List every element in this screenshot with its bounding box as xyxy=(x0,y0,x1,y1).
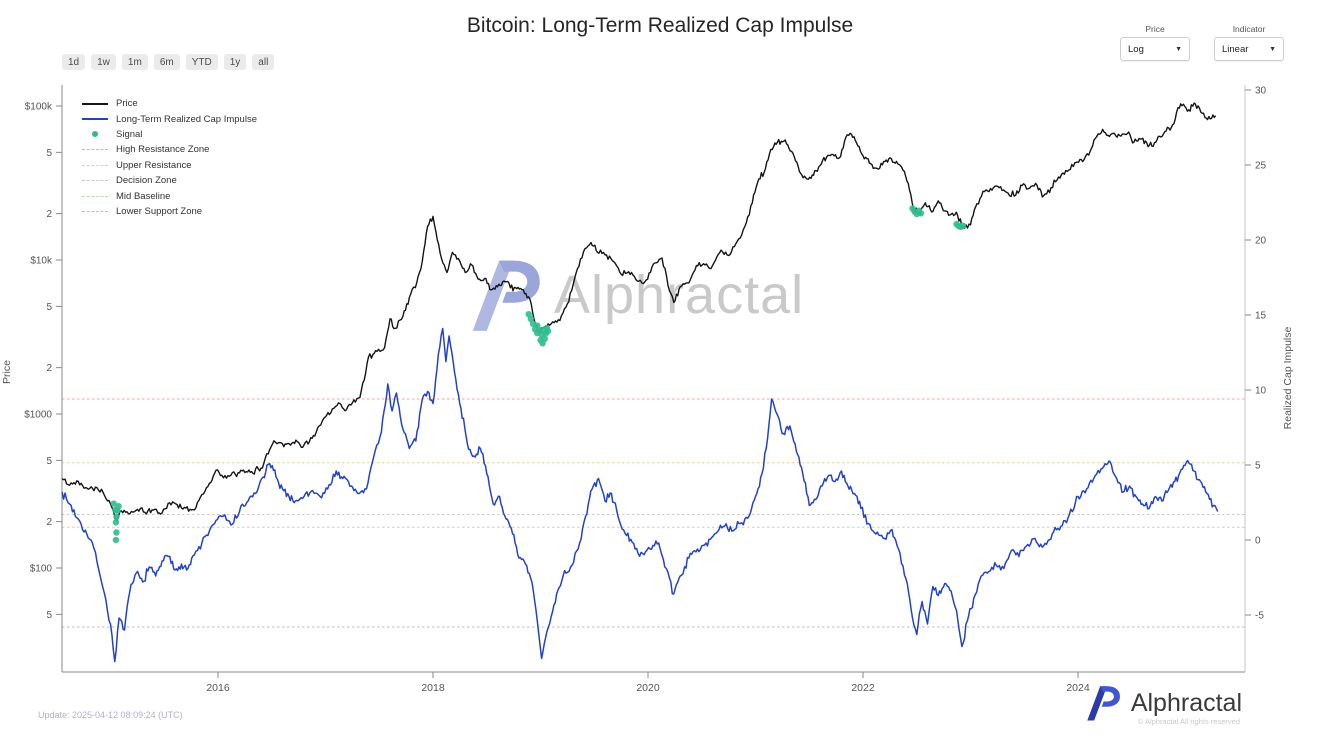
y-right-tick-label: -5 xyxy=(1255,611,1264,622)
chart-title: Bitcoin: Long-Term Realized Cap Impulse xyxy=(466,14,854,37)
y-left-tick-label: $10k xyxy=(30,256,53,267)
legend-label: High Resistance Zone xyxy=(116,144,210,156)
range-button-6m[interactable]: 6m xyxy=(153,54,180,70)
legend-dash-swatch xyxy=(82,210,108,212)
indicator-control-label: Indicator xyxy=(1232,24,1266,34)
price-line xyxy=(61,102,1217,522)
y-right-tick-label: 25 xyxy=(1255,161,1267,172)
legend-label: Mid Baseline xyxy=(116,190,171,202)
y-left-tick-label: 5 xyxy=(46,610,52,621)
y-left-axis-title: Price xyxy=(1,360,13,384)
indicator-scale-value: Linear xyxy=(1222,43,1249,55)
signal-marker xyxy=(534,322,541,329)
time-range-buttons: 1d 1w 1m 6m YTD 1y all xyxy=(62,54,275,70)
y-left-tick-label: 5 xyxy=(46,148,52,159)
y-right-tick-label: 20 xyxy=(1255,236,1267,247)
x-tick-label: 2022 xyxy=(851,682,875,694)
price-scale-dropdown[interactable]: Log ▼ xyxy=(1120,37,1190,61)
brand-name: Alphractal xyxy=(1130,688,1242,717)
signal-marker xyxy=(527,315,534,322)
range-button-1w[interactable]: 1w xyxy=(91,54,116,70)
legend-item-upper-resistance[interactable]: Upper Resistance xyxy=(82,158,257,173)
y-left-tick-label: 5 xyxy=(46,456,52,467)
legend-item-decision-zone[interactable]: Decision Zone xyxy=(82,173,257,188)
range-button-all[interactable]: all xyxy=(252,54,275,70)
signal-marker xyxy=(115,503,122,510)
legend-dash-swatch xyxy=(82,195,108,197)
signal-marker xyxy=(544,328,552,335)
legend-item-mid-baseline[interactable]: Mid Baseline xyxy=(82,188,257,203)
alphractal-logo-icon xyxy=(472,260,540,331)
signal-marker xyxy=(112,536,120,544)
legend-dash-swatch xyxy=(82,164,108,166)
legend: Price Long-Term Realized Cap Impulse Signa… xyxy=(82,96,257,219)
legend-item-signal[interactable]: Signal xyxy=(82,127,257,142)
y-left-tick-label: $1000 xyxy=(24,410,52,421)
y-right-tick-label: 0 xyxy=(1255,536,1261,547)
y-left-tick-label: 2 xyxy=(46,517,52,528)
x-tick-label: 2018 xyxy=(421,682,445,694)
x-tick-label: 2016 xyxy=(206,682,230,694)
signal-marker xyxy=(541,335,548,342)
legend-item-long-term-realized-cap-impulse[interactable]: Long-Term Realized Cap Impulse xyxy=(82,111,257,126)
legend-line-swatch xyxy=(82,118,108,121)
chevron-down-icon: ▼ xyxy=(1175,45,1182,53)
legend-label: Upper Resistance xyxy=(116,159,192,171)
range-button-1m[interactable]: 1m xyxy=(121,54,148,70)
y-right-axis-title: Realized Cap Impulse xyxy=(1282,326,1294,429)
alphractal-logo-icon xyxy=(1087,686,1120,721)
y-left-tick-label: $100k xyxy=(25,102,53,113)
legend-item-lower-support-zone[interactable]: Lower Support Zone xyxy=(82,204,257,219)
y-right-tick-label: 15 xyxy=(1255,311,1267,322)
legend-line-swatch xyxy=(82,102,108,105)
signal-marker xyxy=(110,500,117,507)
y-right-tick-label: 10 xyxy=(1255,386,1267,397)
legend-dash-swatch xyxy=(82,149,108,151)
copyright-text: © Alphractal All rights reserved xyxy=(1137,717,1240,726)
legend-item-price[interactable]: Price xyxy=(82,96,257,111)
range-button-ytd[interactable]: YTD xyxy=(185,54,218,70)
legend-label: Decision Zone xyxy=(116,175,177,187)
chevron-down-icon: ▼ xyxy=(1269,45,1276,53)
update-timestamp: Update: 2025-04-12 08:09:24 (UTC) xyxy=(38,710,183,720)
signal-marker xyxy=(113,513,120,520)
y-right-tick-label: 5 xyxy=(1255,461,1261,472)
x-tick-label: 2024 xyxy=(1066,682,1090,694)
legend-label: Long-Term Realized Cap Impulse xyxy=(116,113,257,125)
legend-label: Price xyxy=(116,98,138,110)
y-left-tick-label: $100 xyxy=(30,564,53,575)
signal-marker xyxy=(112,519,120,526)
indicator-scale-dropdown[interactable]: Linear ▼ xyxy=(1214,37,1284,61)
brand-footer: Alphractal xyxy=(1085,684,1242,722)
impulse-line xyxy=(61,327,1219,663)
legend-dot-swatch xyxy=(82,131,108,138)
price-scale-value: Log xyxy=(1128,43,1144,55)
y-left-tick-label: 5 xyxy=(46,302,52,313)
y-left-tick-label: 2 xyxy=(46,363,52,374)
y-right-tick-label: 30 xyxy=(1255,86,1267,97)
legend-item-high-resistance-zone[interactable]: High Resistance Zone xyxy=(82,142,257,157)
y-left-tick-label: 2 xyxy=(46,209,52,220)
range-button-1d[interactable]: 1d xyxy=(62,54,86,70)
legend-label: Signal xyxy=(116,128,143,140)
signal-marker xyxy=(917,210,925,217)
indicator-scale-control: Indicator Linear ▼ xyxy=(1214,24,1284,61)
price-control-label: Price xyxy=(1145,24,1165,34)
legend-dash-swatch xyxy=(82,180,108,182)
x-tick-label: 2020 xyxy=(636,682,660,694)
price-scale-control: Price Log ▼ xyxy=(1120,24,1190,61)
signal-marker xyxy=(113,529,120,536)
legend-label: Lower Support Zone xyxy=(116,205,203,217)
signal-marker xyxy=(959,222,967,229)
range-button-1y[interactable]: 1y xyxy=(223,54,247,70)
